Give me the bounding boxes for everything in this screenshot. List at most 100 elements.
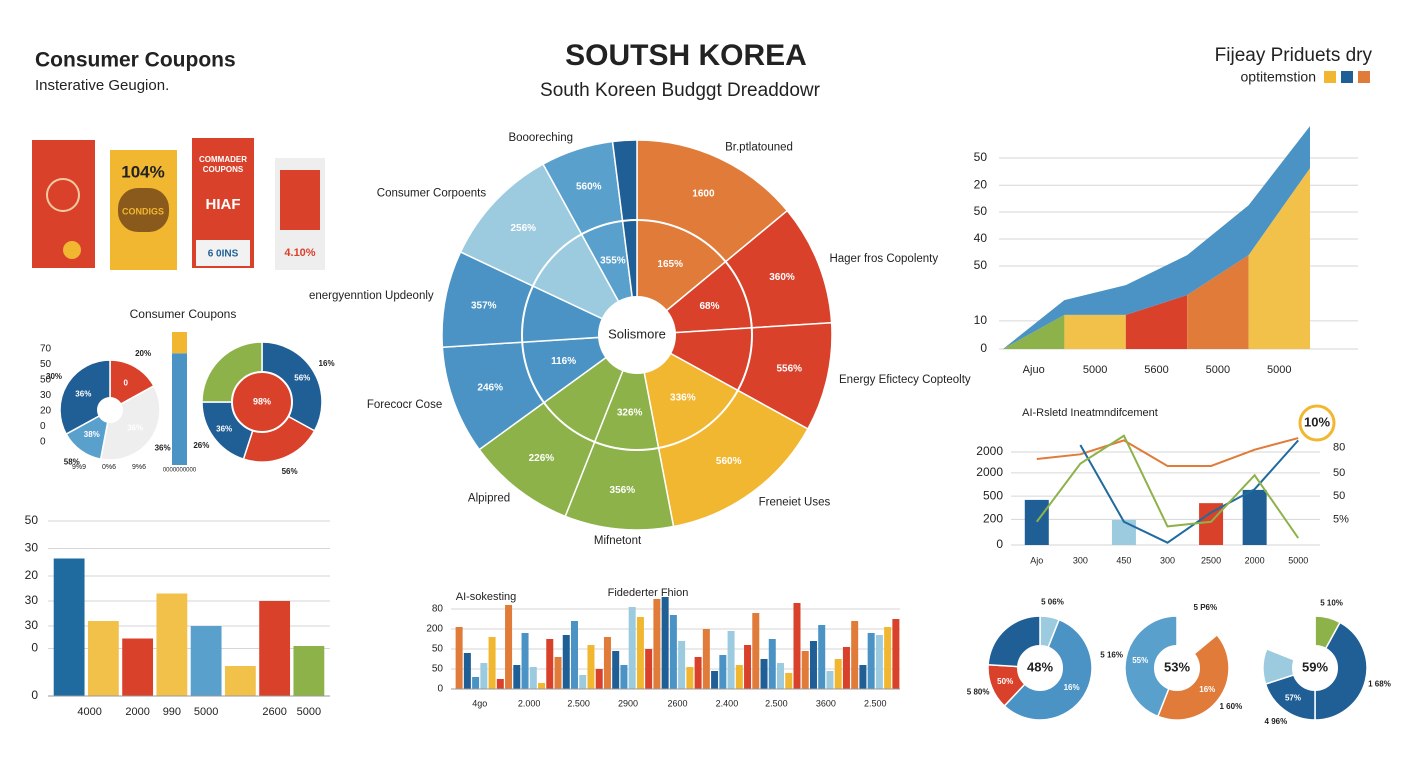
- coupon-icon: [63, 241, 81, 259]
- center-label: 53%: [1164, 659, 1190, 674]
- bar: [259, 601, 291, 696]
- bar: [727, 631, 735, 689]
- y-tick-label: 0: [31, 688, 38, 702]
- bar: [719, 655, 727, 689]
- bar: [1199, 503, 1224, 545]
- value-label: 356%: [610, 485, 636, 496]
- bar: [53, 558, 85, 696]
- bar: [768, 639, 776, 689]
- bar-segment: [172, 332, 187, 354]
- bar: [661, 597, 669, 689]
- bar: [496, 679, 504, 689]
- x-tick-label: 5000: [1267, 364, 1291, 376]
- x-tick-label: 300: [1160, 555, 1175, 565]
- value-label: 56%: [294, 373, 310, 382]
- coupon-text: 104%: [121, 162, 164, 181]
- value-label: 30%: [46, 372, 62, 381]
- legend-swatch: [1341, 71, 1353, 83]
- x-tick-label: 2900: [618, 698, 638, 708]
- value-label: 57%: [1285, 693, 1301, 702]
- y-tick-label: 50: [974, 150, 988, 164]
- value-label: 16%: [319, 359, 335, 368]
- y-tick-label: 200: [426, 624, 443, 635]
- coupon-text: CONDIGS: [122, 206, 164, 216]
- y-tick-label: 40: [974, 231, 988, 245]
- bar: [1024, 499, 1049, 545]
- coupon-text: COMMADER: [199, 155, 247, 164]
- bar: [760, 659, 768, 689]
- left-title: Consumer Coupons: [35, 49, 236, 72]
- pie-ring: [521, 219, 753, 451]
- bar: [488, 637, 496, 689]
- y-tick-label: 0: [437, 684, 443, 695]
- bar: [678, 641, 686, 689]
- right-title: Fijeay Priduets dry: [1215, 45, 1373, 66]
- pie-slice: [564, 332, 675, 531]
- x-tick-label: 4go: [472, 698, 487, 708]
- bar: [1111, 519, 1136, 545]
- right-subtitle: optitemstion: [1241, 69, 1316, 85]
- bar: [628, 607, 636, 689]
- value-label: 5 06%: [1041, 598, 1064, 607]
- axis-label: 9%9: [72, 464, 86, 471]
- value-label: 560%: [576, 181, 602, 192]
- badge-label: 10%: [1304, 414, 1330, 429]
- value-label: 58%: [64, 458, 80, 467]
- bar: [801, 651, 809, 689]
- bar: [521, 633, 529, 689]
- bar: [538, 683, 546, 689]
- y2-tick-label: 5%: [1333, 513, 1349, 525]
- y-tick-label: 200: [983, 512, 1003, 526]
- value-label: 55%: [1132, 656, 1148, 665]
- y-tick-label: 80: [432, 604, 444, 615]
- axis-label: 50: [40, 359, 52, 370]
- chart-title: AI-Rsletd Ineatmndifcement: [1022, 407, 1158, 419]
- x-tick-label: 2500: [1201, 555, 1221, 565]
- bar: [513, 665, 521, 689]
- coupon-badge: [118, 188, 169, 232]
- x-tick-label: 2.500: [567, 698, 590, 708]
- value-label: 5 10%: [1320, 599, 1343, 608]
- x-tick-label: 5000: [297, 706, 321, 718]
- pie-slice: [1124, 615, 1178, 718]
- x-tick-label: 0000000000: [163, 468, 197, 474]
- coupon: [32, 140, 95, 268]
- axis-label: 0: [40, 421, 46, 432]
- category-label: Energy Efictecy Copteolty: [839, 374, 971, 386]
- value-label: 556%: [776, 364, 802, 375]
- bar: [529, 667, 537, 689]
- bar: [122, 638, 154, 696]
- y-tick-label: 30: [25, 618, 39, 632]
- bar: [694, 657, 702, 689]
- bar: [156, 593, 188, 696]
- y-tick-label: 50: [432, 664, 444, 675]
- y-tick-label: 30: [25, 541, 39, 555]
- pie-slice: [635, 333, 809, 528]
- coupon-stub: [196, 240, 250, 266]
- y-tick-label: 0: [31, 641, 38, 655]
- badge-ring: [1298, 404, 1336, 442]
- category-label: energyenntion Updeonly: [309, 290, 434, 302]
- bar-segment: [172, 353, 187, 465]
- pie-hole: [1292, 645, 1338, 691]
- x-tick-label: 5000: [1083, 364, 1107, 376]
- y2-tick-label: 50: [1333, 467, 1345, 479]
- y-tick-label: 50: [25, 513, 39, 527]
- center-label: 59%: [1302, 659, 1328, 674]
- bar: [735, 665, 743, 689]
- x-tick-label: 300: [1073, 555, 1088, 565]
- bar: [505, 605, 513, 689]
- bar: [875, 635, 883, 689]
- line: [1036, 437, 1299, 467]
- pie-slice: [636, 139, 789, 337]
- pie-slice: [634, 321, 833, 430]
- bar: [842, 647, 850, 689]
- legend-swatch: [1324, 71, 1336, 83]
- bar: [645, 649, 653, 689]
- bar: [867, 633, 875, 689]
- axis-label: 30: [40, 390, 52, 401]
- bar: [554, 657, 562, 689]
- value-label: 336%: [670, 393, 696, 404]
- center-label: Solismore: [608, 326, 666, 341]
